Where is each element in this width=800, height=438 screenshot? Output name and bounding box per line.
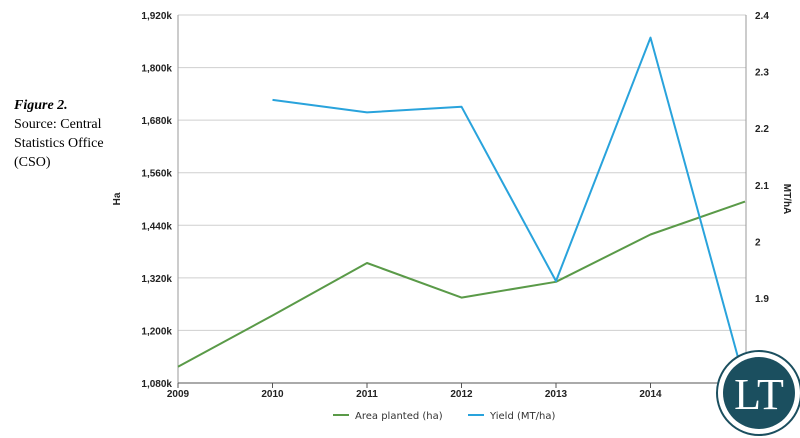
y-tick-label: 1,440k xyxy=(141,221,172,232)
y-tick-label: 1,800k xyxy=(141,64,172,75)
y2-tick-label: 2.4 xyxy=(755,11,769,22)
y2-tick-label: 2.1 xyxy=(755,181,769,192)
area-planted-line xyxy=(177,200,746,368)
grid-lines xyxy=(177,14,747,384)
legend-label: Yield (MT/ha) xyxy=(489,411,555,422)
x-tick-label: 2014 xyxy=(639,389,662,400)
y-tick-label: 1,200k xyxy=(141,326,172,337)
x-axis-ticks: 2009 2010 2011 2012 2013 2014 xyxy=(167,383,662,400)
y2-axis-ticks: 1.81.922.12.22.32.4 xyxy=(755,11,769,362)
y-axis-title: Ha xyxy=(112,192,123,205)
lt-logo: LT xyxy=(716,350,800,436)
y-tick-label: 1,080k xyxy=(141,379,172,390)
legend: Area planted (ha) Yield (MT/ha) xyxy=(333,411,555,422)
logo-text: LT xyxy=(734,370,784,419)
figure-source: Source: Central Statistics Office (CSO) xyxy=(14,117,104,170)
y2-tick-label: 1.9 xyxy=(755,294,769,305)
x-tick-label: 2012 xyxy=(450,389,473,400)
x-tick-label: 2009 xyxy=(167,389,190,400)
y2-tick-label: 2 xyxy=(755,237,761,248)
y-axis-ticks: 1,080k 1,200k 1,320k 1,440k 1,560k 1,680k 1,80… xyxy=(141,11,172,390)
figure-number: Figure 2. xyxy=(14,98,68,113)
yield-line xyxy=(272,36,746,384)
x-tick-label: 2013 xyxy=(545,389,568,400)
y2-tick-label: 2.3 xyxy=(755,68,769,79)
series-lines xyxy=(177,36,746,384)
y-tick-label: 1,920k xyxy=(141,11,172,22)
y-tick-label: 1,320k xyxy=(141,274,172,285)
y2-axis-title: MT/hA xyxy=(781,184,792,215)
y-tick-label: 1,680k xyxy=(141,116,172,127)
legend-label: Area planted (ha) xyxy=(355,411,443,422)
figure-caption: Figure 2. Source: Central Statistics Off… xyxy=(14,96,114,172)
y2-tick-label: 2.2 xyxy=(755,124,769,135)
logo-badge xyxy=(723,357,795,429)
y-tick-label: 1,560k xyxy=(141,169,172,180)
x-tick-label: 2011 xyxy=(356,389,378,400)
x-tick-label: 2010 xyxy=(261,389,284,400)
